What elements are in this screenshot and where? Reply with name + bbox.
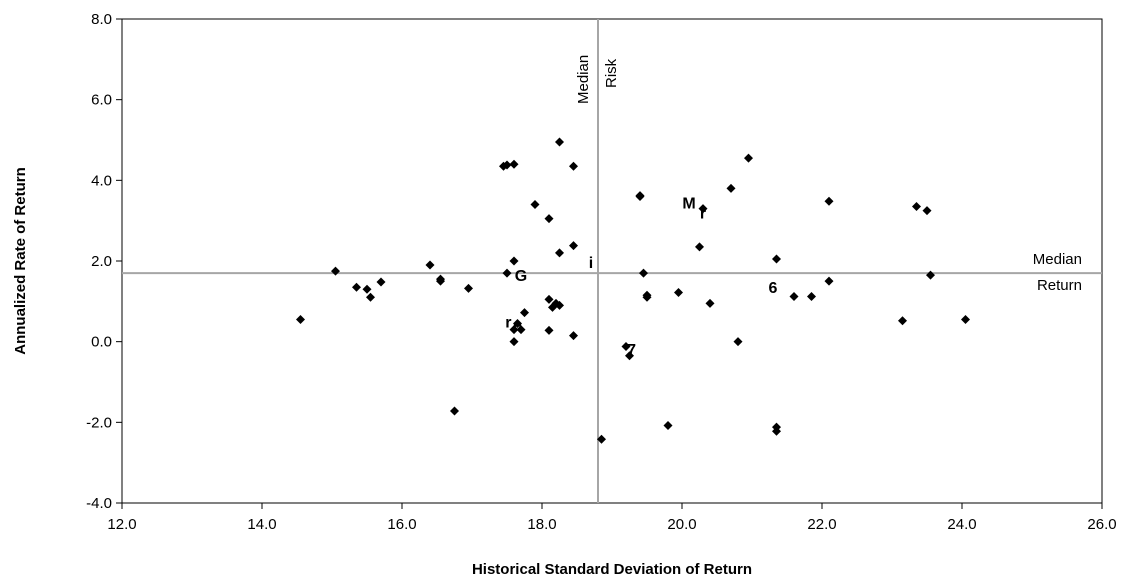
data-point <box>961 314 970 324</box>
data-point <box>544 294 554 304</box>
y-axis-title: Annualized Rate of Return <box>12 167 29 355</box>
x-axis-ticks: 12.0 14.0 16.0 18.0 20.0 22.0 24.0 26.0 <box>107 503 1117 533</box>
y-tick-label: 6.0 <box>91 92 112 109</box>
x-tick-label: 26.0 <box>1087 516 1116 533</box>
data-point <box>555 137 564 147</box>
x-tick-label: 22.0 <box>807 516 836 533</box>
data-point <box>898 316 907 326</box>
x-tick-label: 16.0 <box>387 516 416 533</box>
y-tick-label: 8.0 <box>91 11 112 28</box>
data-point <box>926 270 935 280</box>
median-risk-label-line1: Median <box>575 55 592 104</box>
data-point <box>530 200 540 210</box>
data-point <box>502 268 512 278</box>
x-tick-label: 12.0 <box>107 516 136 533</box>
data-point <box>663 421 673 431</box>
point-annotation: e <box>513 318 522 335</box>
y-tick-label: 0.0 <box>91 334 112 351</box>
data-point <box>502 160 512 170</box>
y-tick-label: -2.0 <box>86 414 112 431</box>
point-annotation: r <box>505 315 511 332</box>
point-annotation: 7 <box>627 342 636 359</box>
median-return-label-line1: Median <box>1033 251 1082 268</box>
data-point <box>569 331 578 341</box>
data-point <box>597 434 606 444</box>
x-tick-label: 20.0 <box>667 516 696 533</box>
data-point <box>362 284 372 294</box>
data-point <box>366 292 375 302</box>
x-tick-label: 14.0 <box>247 516 276 533</box>
data-point <box>639 268 648 278</box>
data-point <box>425 260 435 270</box>
point-annotation: 6 <box>769 280 778 297</box>
data-point <box>733 337 743 347</box>
x-tick-label: 24.0 <box>947 516 976 533</box>
data-point <box>509 256 519 266</box>
data-point <box>464 283 473 293</box>
data-point <box>807 291 816 301</box>
data-point <box>922 206 932 216</box>
point-annotation: M <box>682 196 695 213</box>
data-point <box>698 204 708 214</box>
data-point <box>450 406 459 416</box>
y-tick-label: -4.0 <box>86 495 112 512</box>
data-point <box>376 277 386 287</box>
data-point <box>789 291 799 301</box>
data-point <box>520 308 529 318</box>
data-point <box>569 241 578 251</box>
data-point <box>436 274 445 284</box>
data-point <box>642 292 652 302</box>
y-axis-ticks: -4.0 -2.0 0.0 2.0 4.0 6.0 8.0 <box>86 11 122 512</box>
data-point <box>352 282 361 292</box>
data-point <box>726 183 736 193</box>
data-point <box>744 153 753 163</box>
data-point <box>509 325 519 335</box>
data-point <box>674 287 683 297</box>
data-points <box>296 137 970 444</box>
data-point <box>296 314 305 324</box>
data-point <box>635 191 645 201</box>
data-point <box>824 196 834 206</box>
data-point <box>695 242 704 252</box>
point-annotation: r <box>700 206 706 223</box>
data-point <box>513 319 522 329</box>
y-tick-label: 4.0 <box>91 172 112 189</box>
data-point <box>621 342 631 352</box>
data-point <box>516 325 526 335</box>
data-point <box>331 266 340 276</box>
x-axis-title: Historical Standard Deviation of Return <box>472 561 752 578</box>
data-point <box>912 202 921 212</box>
y-tick-label: 2.0 <box>91 253 112 270</box>
reference-lines <box>122 19 1102 503</box>
median-return-label-line2: Return <box>1037 277 1082 294</box>
data-point <box>772 254 781 264</box>
data-point <box>544 214 554 224</box>
median-risk-label-line2: Risk <box>603 58 620 88</box>
point-annotation: G <box>515 268 527 285</box>
plot-area <box>121 18 1103 504</box>
point-annotation: i <box>589 255 593 272</box>
data-point <box>824 276 834 286</box>
data-point <box>772 426 781 436</box>
data-point <box>705 298 715 308</box>
data-point <box>509 159 519 169</box>
data-point <box>509 337 519 347</box>
data-point <box>569 161 578 171</box>
x-tick-label: 18.0 <box>527 516 556 533</box>
data-point <box>544 325 554 335</box>
data-point <box>555 300 564 310</box>
data-point <box>625 351 634 361</box>
data-point <box>555 248 564 258</box>
